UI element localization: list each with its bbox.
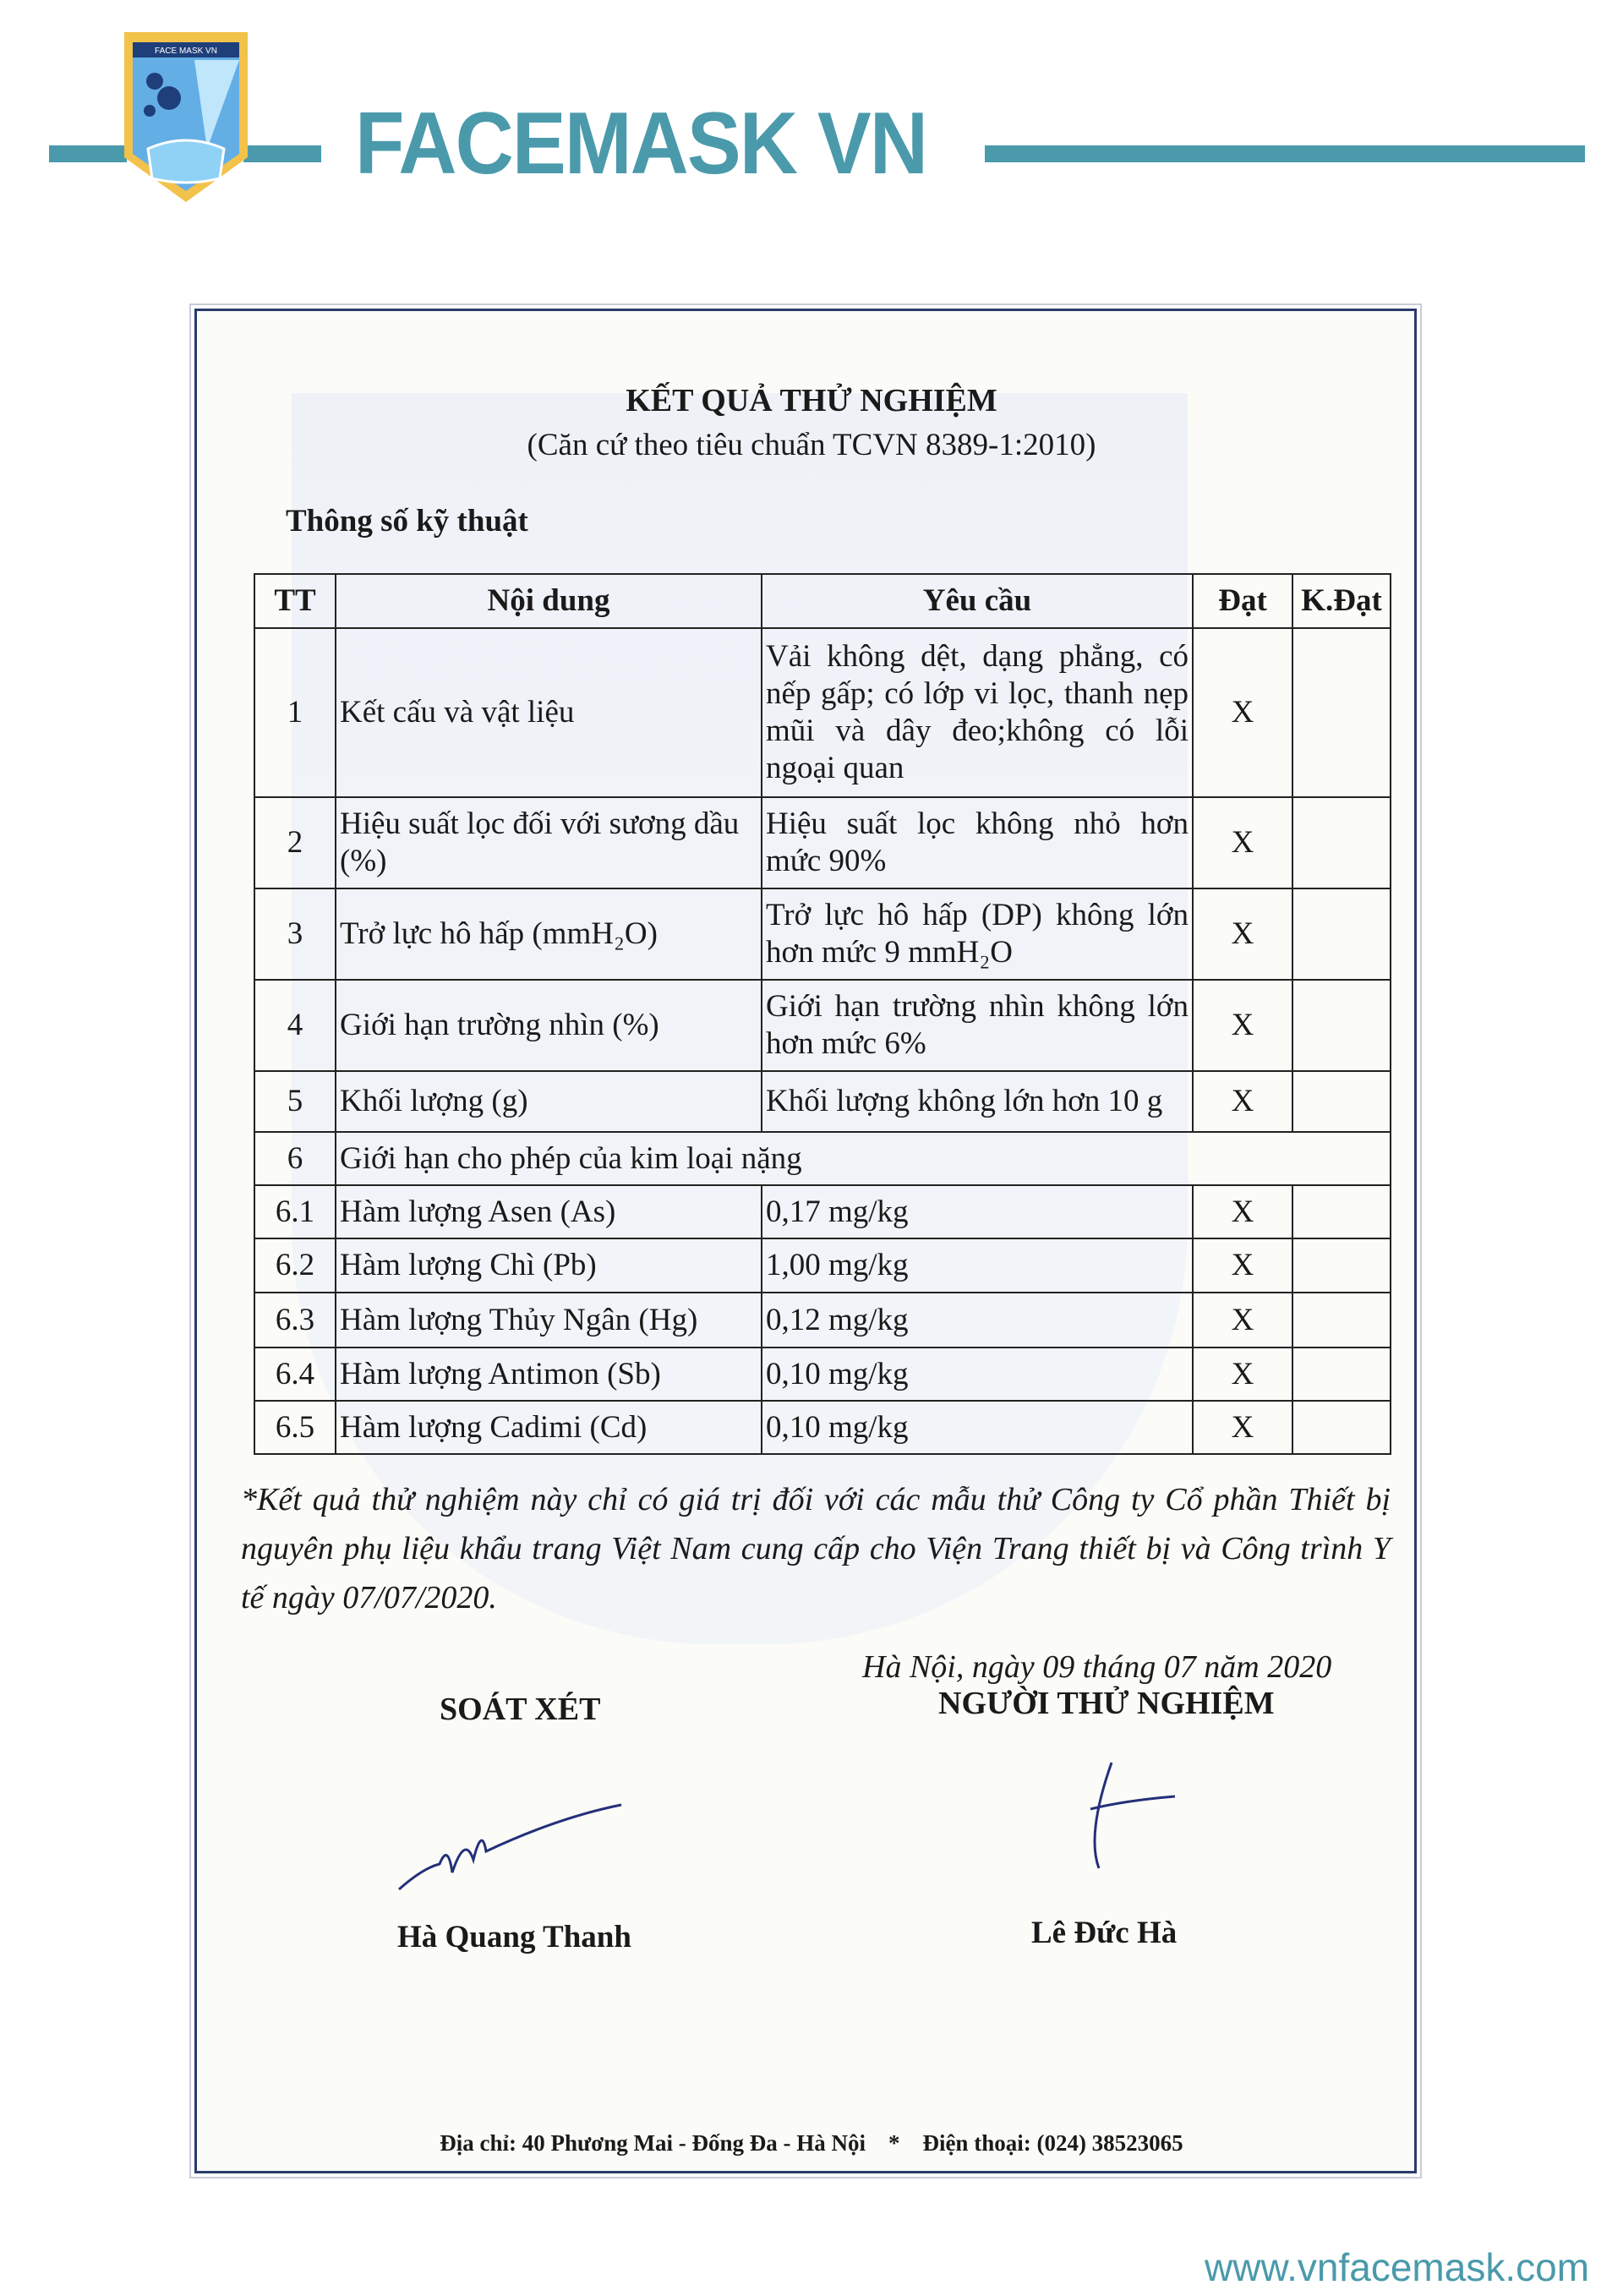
row-content: Hàm lượng Antimon (Sb)	[335, 1347, 762, 1402]
row-fail	[1292, 1292, 1391, 1348]
row-fail	[1292, 888, 1391, 981]
header-tt: TT	[254, 573, 336, 629]
row-requirement: 1,00 mg/kg	[761, 1238, 1194, 1293]
website-link[interactable]: www.vnfacemask.com	[1205, 2245, 1590, 2289]
row-fail	[1292, 1238, 1391, 1293]
header-line-right	[985, 145, 1585, 162]
row-number: 1	[254, 627, 336, 798]
table-row: 6.3 Hàm lượng Thủy Ngân (Hg) 0,12 mg/kg X	[254, 1292, 1391, 1348]
row-number: 6.1	[254, 1184, 336, 1239]
row-content: Hiệu suất lọc đối với sương dầu (%)	[335, 796, 762, 889]
row-pass: X	[1192, 1347, 1293, 1402]
row-fail	[1292, 796, 1391, 889]
row-content: Giới hạn cho phép của kim loại nặng	[335, 1131, 1391, 1186]
row-fail	[1292, 1070, 1391, 1133]
address-footer: Địa chỉ: 40 Phương Mai - Đống Đa - Hà Nộ…	[440, 2130, 1183, 2156]
row-requirement: Vải không dệt, dạng phẳng, có nếp gấp; c…	[761, 627, 1194, 798]
table-row: 1 Kết cấu và vật liệu Vải không dệt, dạng …	[254, 627, 1391, 798]
header-fail: K.Đạt	[1292, 573, 1391, 629]
row-requirement: 0,17 mg/kg	[761, 1184, 1194, 1239]
row-fail	[1292, 979, 1391, 1072]
row-fail	[1292, 627, 1391, 798]
row-content: Kết cấu và vật liệu	[335, 627, 762, 798]
row-number: 6.2	[254, 1238, 336, 1293]
section-heading: Thông số kỹ thuật	[286, 504, 528, 538]
row-requirement: Khối lượng không lớn hơn 10 g	[761, 1070, 1194, 1133]
header-pass: Đạt	[1192, 573, 1293, 629]
row-fail	[1292, 1184, 1391, 1239]
row-number: 6.5	[254, 1400, 336, 1455]
row-content: Hàm lượng Chì (Pb)	[335, 1238, 762, 1293]
row-pass: X	[1192, 1238, 1293, 1293]
row-requirement: 0,10 mg/kg	[761, 1347, 1194, 1402]
row-number: 4	[254, 979, 336, 1072]
brand-name: FACEMASK VN	[355, 95, 928, 193]
row-fail	[1292, 1400, 1391, 1455]
row-pass: X	[1192, 1070, 1293, 1133]
table-row: 6.4 Hàm lượng Antimon (Sb) 0,10 mg/kg X	[254, 1347, 1391, 1402]
row-pass: X	[1192, 1184, 1293, 1239]
row-content: Hàm lượng Thủy Ngân (Hg)	[335, 1292, 762, 1348]
document-subtitle: (Căn cứ theo tiêu chuẩn TCVN 8389-1:2010…	[527, 428, 1096, 462]
header-content: Nội dung	[335, 573, 762, 629]
table-header-row: TT Nội dung Yêu cầu Đạt K.Đạt	[254, 573, 1391, 629]
logo-text: FACE MASK VN	[155, 46, 217, 56]
row-number: 6.4	[254, 1347, 336, 1402]
row-content: Khối lượng (g)	[335, 1070, 762, 1133]
row-number: 3	[254, 888, 336, 981]
results-table: TT Nội dung Yêu cầu Đạt K.Đạt 1 Kết cấu v…	[254, 573, 1391, 1455]
row-pass: X	[1192, 979, 1293, 1072]
row-pass: X	[1192, 1292, 1293, 1348]
row-requirement: 0,12 mg/kg	[761, 1292, 1194, 1348]
table-row: 4 Giới hạn trường nhìn (%) Giới hạn trường…	[254, 979, 1391, 1072]
tester-title: NGƯỜI THỬ NGHIỆM	[938, 1686, 1275, 1721]
row-pass: X	[1192, 1400, 1293, 1455]
note: *Kết quả thử nghiệm này chỉ có giá trị đ…	[241, 1482, 1391, 1615]
row-number: 5	[254, 1070, 336, 1133]
reviewer-name: Hà Quang Thanh	[397, 1920, 631, 1954]
table-row: 2 Hiệu suất lọc đối với sương dầu (%) Hiệu…	[254, 796, 1391, 889]
row-content: Trở lực hô hấp (mmH₂O)	[335, 888, 762, 981]
row-requirement: Giới hạn trường nhìn không lớn hơn mức 6…	[761, 979, 1194, 1072]
table-row: 6.1 Hàm lượng Asen (As) 0,17 mg/kg X	[254, 1184, 1391, 1239]
reviewer-title: SOÁT XÉT	[440, 1692, 601, 1727]
table-row: 6.5 Hàm lượng Cadimi (Cd) 0,10 mg/kg X	[254, 1400, 1391, 1455]
header-line-left-2	[243, 145, 321, 162]
tester-name: Lê Đức Hà	[1031, 1916, 1178, 1950]
row-number: 2	[254, 796, 336, 889]
row-content: Hàm lượng Asen (As)	[335, 1184, 762, 1239]
row-requirement: Trở lực hô hấp (DP) không lớn hơn mức 9 …	[761, 888, 1194, 981]
document-title: KẾT QUẢ THỬ NGHIỆM	[626, 383, 997, 418]
row-requirement: Hiệu suất lọc không nhỏ hơn mức 90%	[761, 796, 1194, 889]
reviewer-signature	[398, 1803, 622, 1891]
row-content: Hàm lượng Cadimi (Cd)	[335, 1400, 762, 1455]
row-fail	[1292, 1347, 1391, 1402]
date-line: Hà Nội, ngày 09 tháng 07 năm 2020	[862, 1649, 1332, 1685]
row-requirement: 0,10 mg/kg	[761, 1400, 1194, 1455]
row-number: 6	[254, 1131, 336, 1186]
header-requirement: Yêu cầu	[761, 573, 1194, 629]
table-row: 5 Khối lượng (g) Khối lượng không lớn hơn …	[254, 1070, 1391, 1133]
row-pass: X	[1192, 888, 1293, 981]
tester-signature	[1090, 1762, 1176, 1869]
table-row: 6 Giới hạn cho phép của kim loại nặng	[254, 1131, 1391, 1186]
row-pass: X	[1192, 627, 1293, 798]
table-row: 3 Trở lực hô hấp (mmH₂O) Trở lực hô hấp (D…	[254, 888, 1391, 981]
row-pass: X	[1192, 796, 1293, 889]
row-number: 6.3	[254, 1292, 336, 1348]
header-line-left	[49, 145, 127, 162]
table-row: 6.2 Hàm lượng Chì (Pb) 1,00 mg/kg X	[254, 1238, 1391, 1293]
facemask-logo-icon: FACE MASK VN	[124, 32, 248, 202]
row-content: Giới hạn trường nhìn (%)	[335, 979, 762, 1072]
